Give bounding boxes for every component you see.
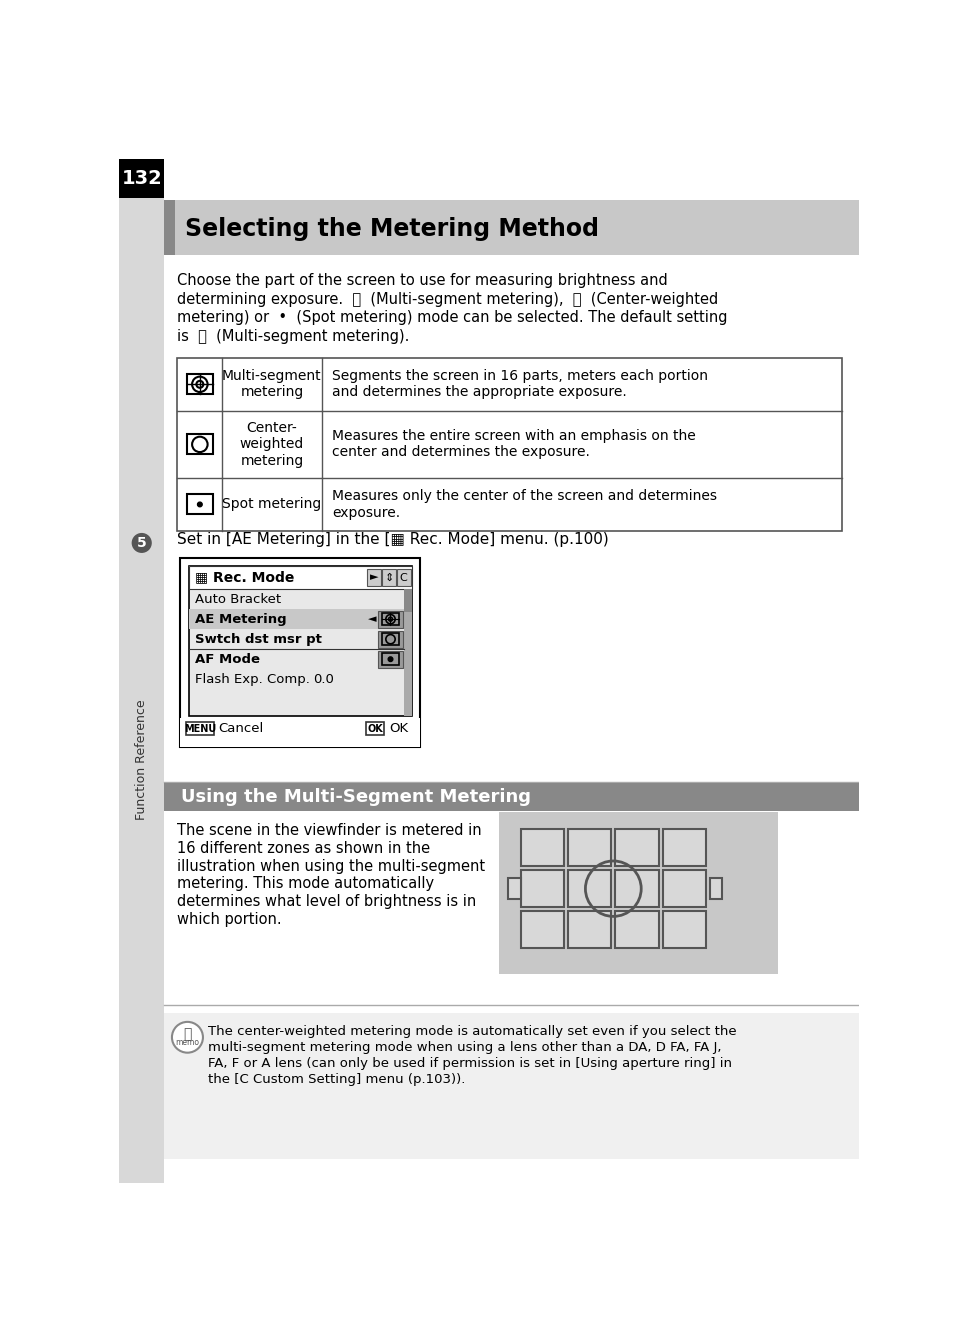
Bar	[520, 870, 563, 908]
Text: ▦ Rec. Mode: ▦ Rec. Mode	[195, 570, 294, 585]
Bar	[187, 435, 213, 455]
Text: 0.0: 0.0	[313, 672, 334, 686]
Text: 5: 5	[136, 536, 147, 550]
Text: FA, F or A lens (can only be used if permission is set in [Using aperture ring] : FA, F or A lens (can only be used if per…	[208, 1058, 732, 1070]
Bar	[508, 878, 520, 900]
Text: Center-
weighted
metering: Center- weighted metering	[239, 421, 304, 468]
Bar	[709, 878, 721, 900]
Text: Multi-segment
metering: Multi-segment metering	[222, 369, 321, 400]
Text: Spot metering: Spot metering	[222, 497, 321, 512]
Text: Flash Exp. Comp.: Flash Exp. Comp.	[195, 672, 310, 686]
Text: Using the Multi-Segment Metering: Using the Multi-Segment Metering	[181, 788, 531, 807]
Bar	[520, 910, 563, 948]
Text: Choose the part of the screen to use for measuring brightness and: Choose the part of the screen to use for…	[177, 274, 667, 288]
Bar	[381, 653, 398, 666]
Text: memo: memo	[175, 1038, 199, 1047]
Bar	[179, 718, 419, 747]
Bar	[179, 558, 419, 747]
Text: illustration when using the multi-segment: illustration when using the multi-segmen…	[177, 859, 485, 873]
Text: ◄: ◄	[367, 614, 375, 625]
Text: 🐦: 🐦	[183, 1027, 192, 1041]
Text: is  Ⓜ  (Multi-segment metering).: is Ⓜ (Multi-segment metering).	[177, 328, 410, 344]
Bar	[404, 589, 412, 613]
Bar	[615, 829, 658, 867]
Text: Measures only the center of the screen and determines
exposure.: Measures only the center of the screen a…	[332, 489, 717, 520]
Text: multi-segment metering mode when using a lens other than a DA, D FA, FA J,: multi-segment metering mode when using a…	[208, 1041, 721, 1054]
Text: ⇕: ⇕	[384, 573, 394, 582]
Bar	[365, 723, 384, 735]
Circle shape	[388, 657, 393, 662]
Bar	[189, 566, 412, 589]
Bar	[377, 651, 402, 667]
Text: Swtch dst msr pt: Swtch dst msr pt	[195, 633, 322, 646]
Text: metering. This mode automatically: metering. This mode automatically	[177, 876, 434, 892]
Text: The center-weighted metering mode is automatically set even if you select the: The center-weighted metering mode is aut…	[208, 1025, 737, 1038]
Text: 16 different zones as shown in the: 16 different zones as shown in the	[177, 841, 430, 856]
Bar	[567, 829, 611, 867]
Text: the [C Custom Setting] menu (p.103)).: the [C Custom Setting] menu (p.103)).	[208, 1074, 465, 1087]
Bar	[187, 494, 213, 514]
Text: Measures the entire screen with an emphasis on the
center and determines the exp: Measures the entire screen with an empha…	[332, 429, 696, 460]
Bar	[367, 569, 381, 586]
Text: ►: ►	[370, 573, 378, 582]
Text: Function Reference: Function Reference	[135, 700, 148, 820]
Bar	[119, 159, 164, 198]
Text: determining exposure.  Ⓜ  (Multi-segment metering),  Ⓞ  (Center-weighted: determining exposure. Ⓜ (Multi-segment m…	[177, 292, 718, 307]
Text: OK: OK	[367, 723, 382, 734]
Text: Cancel: Cancel	[218, 722, 263, 735]
Bar	[661, 829, 705, 867]
Bar	[404, 589, 412, 716]
Text: metering) or  •  (Spot metering) mode can be selected. The default setting: metering) or • (Spot metering) mode can …	[177, 311, 727, 326]
Bar	[186, 723, 213, 735]
Text: Segments the screen in 16 parts, meters each portion
and determines the appropri: Segments the screen in 16 parts, meters …	[332, 369, 708, 400]
Text: AE Metering: AE Metering	[195, 613, 287, 626]
Bar	[164, 199, 174, 255]
Bar	[520, 829, 563, 867]
Circle shape	[172, 1022, 203, 1053]
Bar	[381, 613, 398, 626]
Bar	[377, 611, 402, 627]
Bar	[177, 358, 841, 530]
Bar	[189, 566, 412, 716]
Bar	[615, 870, 658, 908]
Bar	[498, 812, 778, 974]
Bar	[381, 569, 395, 586]
Bar	[164, 783, 858, 811]
Bar	[381, 633, 398, 646]
Text: MENU: MENU	[184, 723, 215, 734]
Bar	[567, 910, 611, 948]
Text: Set in [AE Metering] in the [▦ Rec. Mode] menu. (p.100): Set in [AE Metering] in the [▦ Rec. Mode…	[177, 533, 608, 548]
Text: Selecting the Metering Method: Selecting the Metering Method	[185, 217, 598, 241]
Text: 132: 132	[121, 169, 162, 189]
Bar	[567, 870, 611, 908]
Bar	[164, 199, 858, 255]
Bar	[187, 375, 213, 395]
Bar	[661, 870, 705, 908]
Text: which portion.: which portion.	[177, 912, 282, 926]
Text: determines what level of brightness is in: determines what level of brightness is i…	[177, 894, 476, 909]
Circle shape	[132, 533, 152, 553]
Text: The scene in the viewfinder is metered in: The scene in the viewfinder is metered i…	[177, 823, 481, 839]
Bar	[377, 631, 402, 647]
Text: C: C	[399, 573, 407, 582]
Text: AF Mode: AF Mode	[195, 653, 260, 666]
Circle shape	[197, 502, 202, 506]
Text: Auto Bracket: Auto Bracket	[195, 593, 281, 606]
Bar	[164, 1013, 858, 1159]
Bar	[189, 566, 412, 589]
Bar	[661, 910, 705, 948]
Bar	[396, 569, 410, 586]
Text: OK: OK	[389, 722, 408, 735]
Bar	[615, 910, 658, 948]
Bar	[189, 609, 404, 629]
Bar	[119, 159, 164, 1183]
